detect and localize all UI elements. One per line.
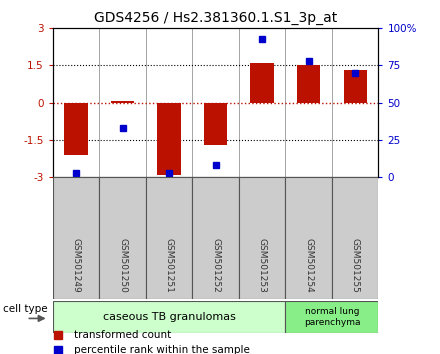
Text: GSM501254: GSM501254 [304, 238, 313, 293]
Bar [99, 177, 146, 299]
Text: cell type: cell type [3, 304, 47, 314]
Bar [146, 177, 192, 299]
Text: GSM501251: GSM501251 [165, 238, 174, 293]
Bar [192, 177, 239, 299]
Title: GDS4256 / Hs2.381360.1.S1_3p_at: GDS4256 / Hs2.381360.1.S1_3p_at [94, 11, 337, 24]
Bar [297, 65, 320, 103]
Text: transformed count: transformed count [74, 330, 171, 341]
Bar [332, 177, 378, 299]
Bar [286, 301, 378, 333]
Text: GSM501255: GSM501255 [351, 238, 359, 293]
Text: GSM501252: GSM501252 [211, 238, 220, 293]
Bar [204, 103, 227, 145]
Bar [53, 301, 286, 333]
Bar [53, 177, 99, 299]
Bar [64, 103, 88, 155]
Bar [111, 102, 134, 103]
Bar [158, 103, 181, 175]
Bar [239, 177, 286, 299]
Text: normal lung
parenchyma: normal lung parenchyma [304, 307, 360, 326]
Text: GSM501249: GSM501249 [72, 238, 81, 293]
Text: percentile rank within the sample: percentile rank within the sample [74, 345, 250, 354]
Bar [250, 63, 274, 103]
Text: caseous TB granulomas: caseous TB granulomas [103, 312, 235, 322]
Bar [286, 177, 332, 299]
Text: GSM501250: GSM501250 [118, 238, 127, 293]
Bar [344, 70, 367, 103]
Text: GSM501253: GSM501253 [257, 238, 267, 293]
